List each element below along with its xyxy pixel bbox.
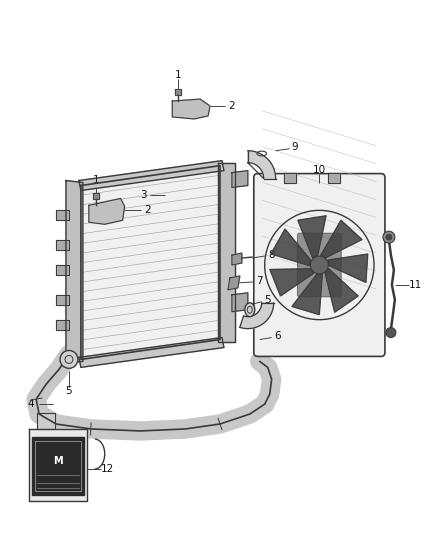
Polygon shape [56,211,69,220]
Text: 9: 9 [291,142,298,152]
Polygon shape [175,89,181,95]
Text: 2: 2 [229,101,235,111]
Polygon shape [325,269,358,312]
Polygon shape [56,295,69,305]
Text: 3: 3 [140,190,147,200]
Polygon shape [56,240,69,250]
Polygon shape [32,437,84,495]
Polygon shape [172,99,210,119]
Polygon shape [232,253,242,265]
Polygon shape [228,276,240,290]
Polygon shape [89,198,124,224]
FancyBboxPatch shape [297,233,341,297]
Polygon shape [218,163,235,342]
Polygon shape [298,216,326,258]
Text: 11: 11 [409,280,422,290]
Polygon shape [328,173,340,182]
Text: 1: 1 [175,70,182,80]
Polygon shape [79,160,224,190]
Text: 5: 5 [265,295,271,305]
Polygon shape [321,220,362,257]
Polygon shape [37,413,55,429]
Text: 8: 8 [268,250,275,260]
Polygon shape [56,320,69,329]
Polygon shape [81,166,220,359]
Circle shape [386,234,392,240]
Text: M: M [53,456,63,466]
Polygon shape [328,254,368,282]
Circle shape [386,328,396,337]
Text: 12: 12 [101,464,114,474]
Text: 6: 6 [274,330,281,341]
Polygon shape [232,171,248,188]
Text: 2: 2 [144,205,151,215]
Text: 7: 7 [256,276,263,286]
Polygon shape [66,181,83,364]
Text: 1: 1 [92,174,99,184]
Polygon shape [240,303,274,329]
Polygon shape [93,193,99,199]
Polygon shape [29,429,87,500]
Polygon shape [56,265,69,275]
Polygon shape [271,229,311,266]
Text: 4: 4 [28,399,35,409]
Polygon shape [79,337,224,367]
Polygon shape [248,151,276,179]
Text: 5: 5 [66,386,72,396]
Ellipse shape [245,303,255,317]
Circle shape [60,351,78,368]
Circle shape [383,231,395,243]
Circle shape [311,256,328,274]
Polygon shape [232,293,248,312]
FancyBboxPatch shape [254,174,385,357]
Polygon shape [283,173,296,182]
Text: 10: 10 [313,165,326,175]
Polygon shape [292,274,322,314]
Polygon shape [270,269,314,296]
